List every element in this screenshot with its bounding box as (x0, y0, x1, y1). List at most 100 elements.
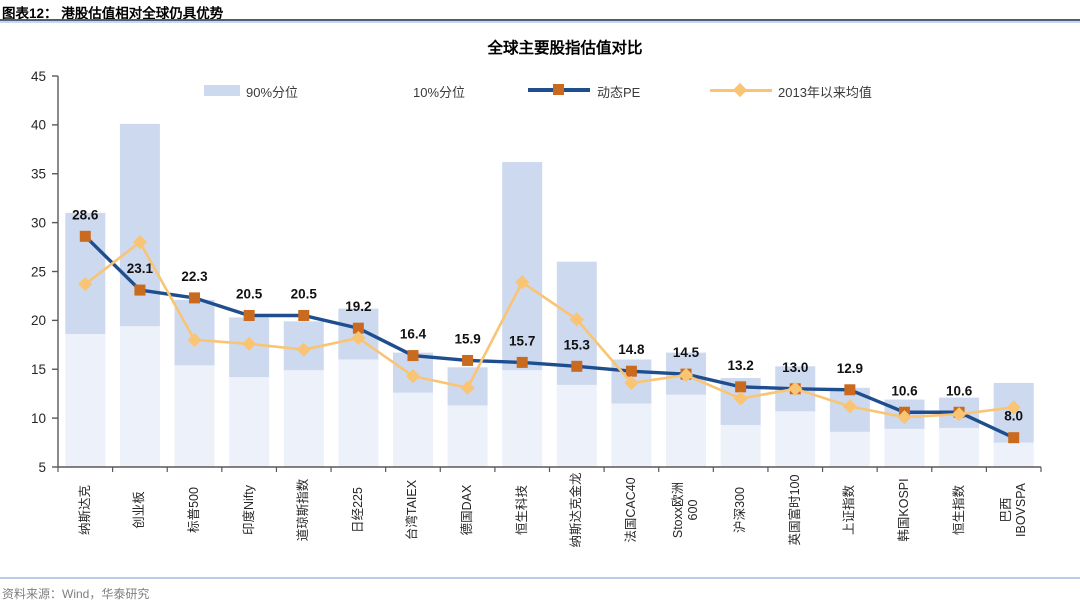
value-label: 15.9 (454, 331, 480, 346)
pe-marker (352, 322, 364, 334)
x-axis-label: 沪深300 (733, 487, 748, 533)
mean-marker (460, 380, 475, 395)
percentile-bar-base (283, 370, 324, 467)
header-divider (0, 19, 1080, 23)
report-title: 图表12： 港股估值相对全球仍具优势 (2, 6, 224, 21)
value-label: 12.9 (837, 361, 863, 376)
x-axis-label: 道琼斯指数 (296, 478, 311, 542)
value-label: 22.3 (181, 269, 208, 284)
percentile-bar-base (502, 370, 543, 467)
y-axis-tick-label: 10 (31, 411, 46, 426)
y-axis-tick-label: 15 (31, 362, 46, 377)
percentile-bar-base (174, 365, 215, 467)
mean-line (84, 240, 1014, 419)
pe-marker (735, 381, 747, 393)
value-label: 13.0 (782, 360, 808, 375)
legend-swatch-90th-percentile (204, 85, 240, 96)
x-axis-label: 标普500 (187, 487, 202, 533)
percentile-bar (502, 162, 543, 371)
pe-marker (243, 309, 255, 321)
mean-marker (624, 375, 639, 391)
pe-marker (189, 292, 201, 304)
legend-label-mean-since-2013: 2013年以来均值 (778, 85, 872, 100)
pe-marker (1008, 432, 1020, 444)
percentile-bar-base (775, 411, 816, 467)
footer-divider (0, 577, 1080, 579)
chart-title: 全球主要股指估值对比 (487, 40, 643, 57)
x-axis-label: 法国CAC40 (623, 477, 638, 543)
x-axis-label: 恒生科技 (514, 485, 529, 536)
mean-marker (733, 391, 748, 406)
x-axis-label: 印度Nifty (241, 485, 256, 536)
value-label: 19.2 (345, 299, 371, 314)
x-axis-label: 巴西 IBOVSPA (998, 483, 1028, 537)
percentile-bar-base (720, 424, 761, 467)
pe-marker (79, 230, 91, 242)
percentile-bar-base (447, 405, 488, 467)
y-axis-tick-label: 40 (31, 118, 46, 133)
pe-marker (134, 284, 146, 296)
percentile-bar (119, 123, 160, 327)
value-label: 20.5 (236, 286, 263, 301)
percentile-bar-base (829, 431, 870, 467)
percentile-bar-base (884, 428, 925, 467)
source-note: 资料来源：Wind，华泰研究 (2, 587, 150, 601)
value-label: 10.6 (891, 383, 918, 398)
x-axis-label: 创业板 (132, 491, 147, 529)
x-axis-label: 韩国KOSPI (896, 478, 911, 542)
percentile-bar-base (119, 326, 160, 467)
value-label: 15.7 (509, 333, 535, 348)
value-label: 16.4 (400, 327, 427, 342)
pe-marker (844, 384, 856, 396)
percentile-bar-base (65, 334, 106, 467)
mean-marker (132, 235, 147, 250)
mean-marker (242, 336, 257, 351)
mean-marker (842, 399, 857, 414)
pe-marker (516, 356, 528, 368)
y-axis-tick-label: 25 (31, 264, 46, 279)
y-axis-tick-label: 20 (31, 313, 46, 328)
percentile-bar-base (939, 427, 980, 467)
x-axis-label: 台湾TAIEX (405, 479, 420, 541)
percentile-bar (174, 299, 215, 366)
percentile-bar-base (611, 403, 652, 467)
mean-marker (788, 381, 803, 396)
x-axis-label: 纳斯达克金龙 (569, 472, 584, 548)
x-axis-label: 德国DAX (460, 484, 475, 536)
pe-marker (625, 365, 637, 377)
percentile-bar-base (229, 377, 270, 467)
legend-label-90th-percentile: 90%分位 (246, 85, 299, 100)
x-axis-label: 日经225 (350, 487, 365, 533)
legend-square-marker-icon (553, 84, 564, 95)
pe-marker (571, 360, 583, 372)
mean-marker (952, 407, 967, 422)
mean-marker (1006, 400, 1021, 415)
x-axis-label: 上证指数 (842, 485, 857, 536)
value-label: 14.8 (618, 342, 645, 357)
mean-marker (296, 342, 311, 357)
value-label: 15.3 (564, 337, 591, 352)
value-label: 20.5 (291, 286, 318, 301)
mean-marker (351, 330, 366, 346)
mean-marker (78, 277, 93, 292)
mean-marker (897, 410, 912, 425)
y-axis-tick-label: 45 (31, 69, 46, 84)
mean-marker (569, 312, 584, 327)
value-label: 28.6 (72, 207, 99, 222)
value-label: 14.5 (673, 345, 700, 360)
pe-line (84, 235, 1015, 440)
pe-marker (462, 354, 474, 366)
x-axis-label: Stoxx欧洲 600 (671, 481, 701, 539)
x-axis-label: 纳斯达克 (77, 485, 92, 536)
mean-marker (678, 368, 694, 383)
value-label: 10.6 (946, 383, 973, 398)
value-label: 13.2 (727, 358, 753, 373)
y-axis-tick-label: 35 (31, 167, 46, 182)
percentile-bar-base (556, 384, 597, 467)
x-axis-label: 恒生指数 (951, 485, 966, 536)
percentile-bar-base (993, 442, 1034, 467)
y-axis-tick-label: 30 (31, 215, 46, 230)
legend-label-dynamic-pe: 动态PE (597, 85, 641, 100)
percentile-bar-base (338, 359, 379, 467)
